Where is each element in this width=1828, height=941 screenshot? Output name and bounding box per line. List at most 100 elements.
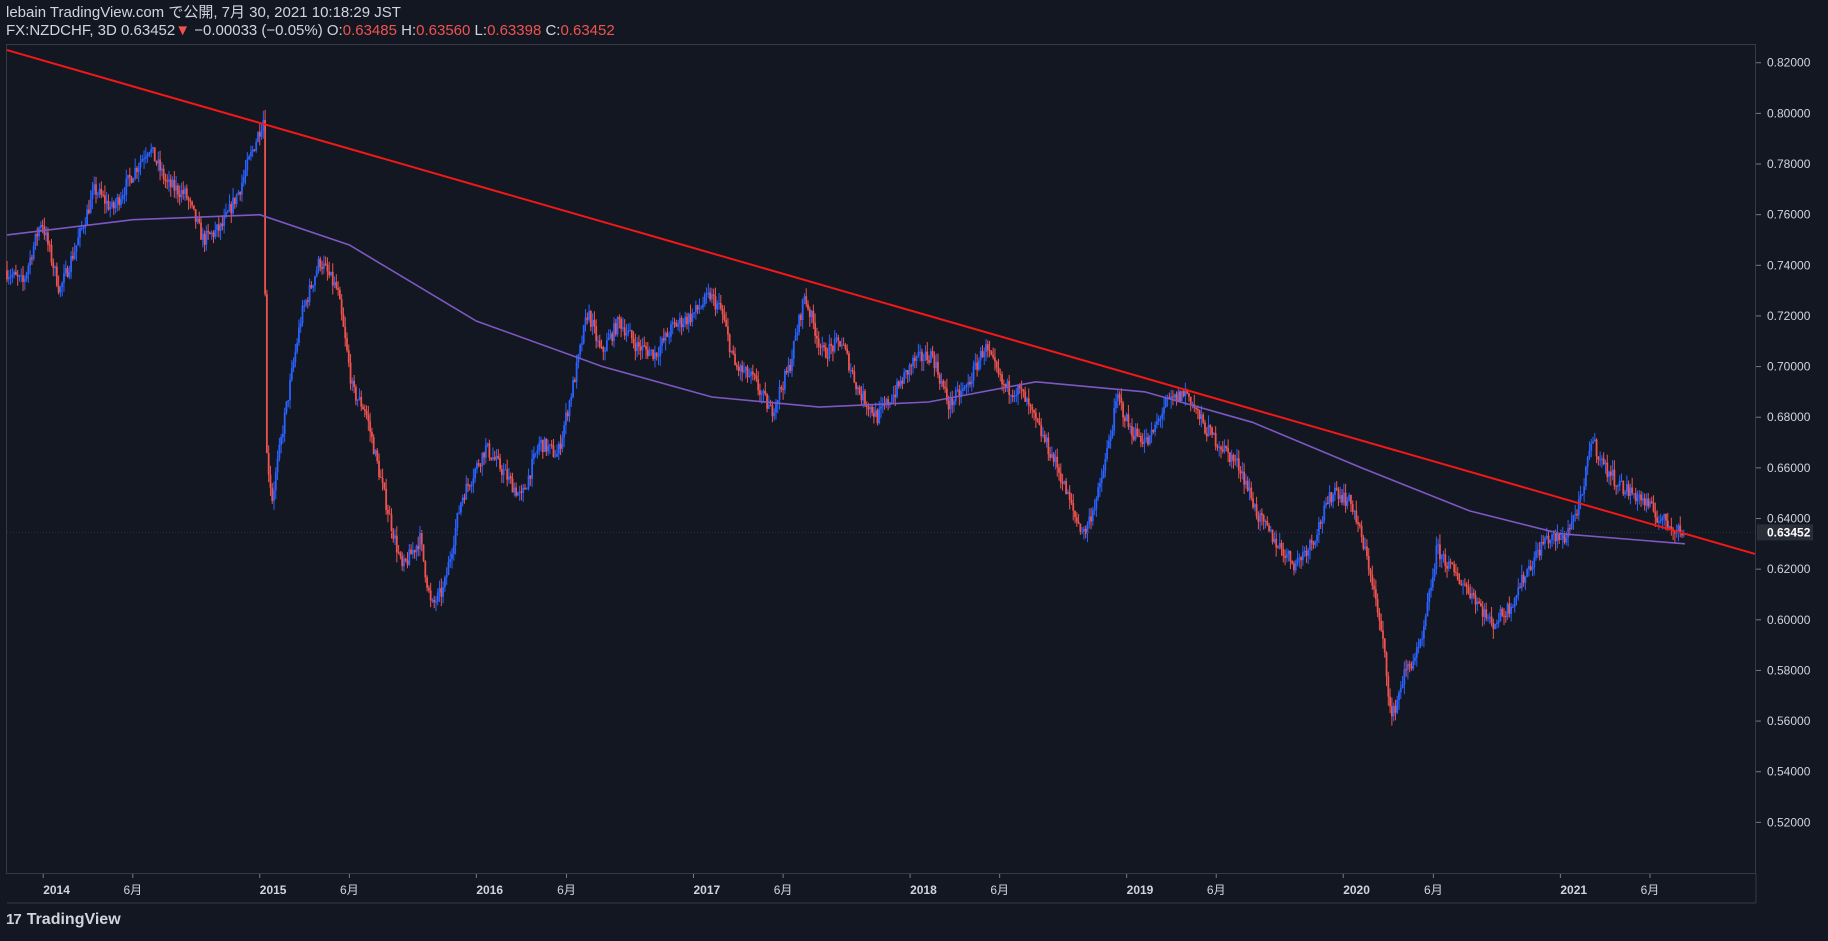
candle-body (771, 405, 774, 417)
candle-body (710, 294, 713, 300)
candle-body (71, 256, 74, 259)
x-axis[interactable]: 2014 6月 2015 6月 2016 6月 2017 6月 2018 6月 2019 6月 2020… (42, 874, 1659, 897)
candle-body (1529, 566, 1532, 570)
candle-body (1228, 452, 1231, 462)
candle-body (1239, 470, 1242, 474)
candle-body (985, 344, 987, 353)
candle-body (830, 343, 833, 346)
candle-body (1225, 445, 1228, 449)
candle-body (1544, 537, 1546, 544)
candle-body (1116, 394, 1119, 402)
candle-body (605, 340, 608, 351)
candle-body (997, 367, 1000, 374)
candle-body (260, 130, 263, 137)
candle-body (682, 324, 685, 328)
candle-body (443, 577, 446, 588)
candle-body (146, 154, 149, 157)
candle-body (1522, 574, 1525, 583)
candle-body (331, 271, 334, 286)
candle-body (550, 444, 553, 446)
candle-body (1563, 535, 1566, 543)
candle-body (525, 488, 528, 490)
candle-body (1204, 422, 1206, 434)
candle-body (1348, 494, 1351, 501)
candle-body (1152, 429, 1155, 432)
candle-body (417, 545, 420, 550)
candle-body (1490, 616, 1493, 623)
y-axis[interactable]: 0.52000 0.54000 0.56000 0.58000 0.60000 0.620… (1756, 56, 1813, 830)
candle-body (1216, 446, 1219, 448)
plot-frame[interactable] (6, 44, 1756, 874)
candle-body (613, 323, 615, 342)
candle-body (942, 380, 945, 387)
y-tick-label: 0.56000 (1767, 714, 1811, 728)
candle-body (333, 282, 336, 286)
candle-body (1609, 471, 1612, 476)
candle-body (716, 303, 719, 310)
candle-body (1481, 606, 1484, 617)
candle-body (105, 200, 108, 204)
candle-body (1577, 499, 1580, 516)
tradingview-logo[interactable]: 17 TradingView (6, 911, 121, 929)
symbol-label[interactable]: FX:NZDCHF, 3D (6, 22, 117, 39)
candle-body (894, 394, 897, 397)
candle-body (484, 444, 487, 458)
candle-body (196, 218, 199, 222)
candle-body (960, 390, 963, 398)
candle-body (807, 304, 809, 310)
candle-body (150, 148, 153, 153)
candle-body (1355, 510, 1358, 523)
candle-body (981, 350, 984, 358)
candle-body (335, 282, 338, 289)
last-price: 0.63452 (121, 22, 176, 39)
candle-body (1392, 705, 1395, 717)
candle-body (351, 380, 354, 384)
candle-body (1344, 492, 1347, 506)
candle-body (495, 455, 498, 460)
candle-body (1136, 428, 1139, 436)
trendline[interactable] (6, 49, 1756, 555)
candle-body (258, 132, 261, 137)
candle-body (64, 268, 67, 274)
candle-body (545, 438, 548, 452)
candle-body (1020, 388, 1023, 390)
candle-body (757, 379, 760, 391)
candle-body (1186, 390, 1189, 394)
candle-body (1339, 495, 1342, 500)
x-tick-label: 2016 (476, 883, 503, 897)
candle-body (604, 350, 606, 352)
candle-body (1056, 456, 1059, 468)
candle-body (1099, 482, 1101, 488)
candle-body (883, 404, 886, 406)
candle-body (52, 262, 55, 269)
candle-body (1172, 396, 1174, 398)
candle-body (481, 452, 484, 467)
candle-body (253, 149, 256, 151)
candle-body (239, 192, 242, 195)
candle-body (1134, 428, 1137, 440)
high-label: H: (401, 22, 417, 39)
candle-body (1583, 486, 1586, 495)
candle-body (657, 355, 660, 357)
candle-body (1335, 487, 1338, 490)
candle-body (565, 412, 567, 426)
candle-body (244, 169, 247, 177)
candle-body (677, 323, 679, 327)
candle-body (278, 444, 281, 459)
candle-body (664, 332, 667, 341)
candle-body (698, 308, 701, 310)
candle-body (896, 381, 898, 397)
candle-body (1113, 407, 1116, 431)
x-tick-label: 2019 (1127, 883, 1154, 897)
candle-body (1380, 620, 1383, 631)
candle-body (166, 180, 169, 182)
candle-body (1253, 504, 1256, 508)
candle-body (470, 484, 473, 487)
candle-body (249, 152, 252, 157)
candle-body (1148, 435, 1151, 445)
candle-body (25, 273, 28, 279)
candle-body (988, 350, 991, 352)
tradingview-logo-icon: 17 (6, 911, 22, 928)
candle-body (1273, 538, 1276, 543)
